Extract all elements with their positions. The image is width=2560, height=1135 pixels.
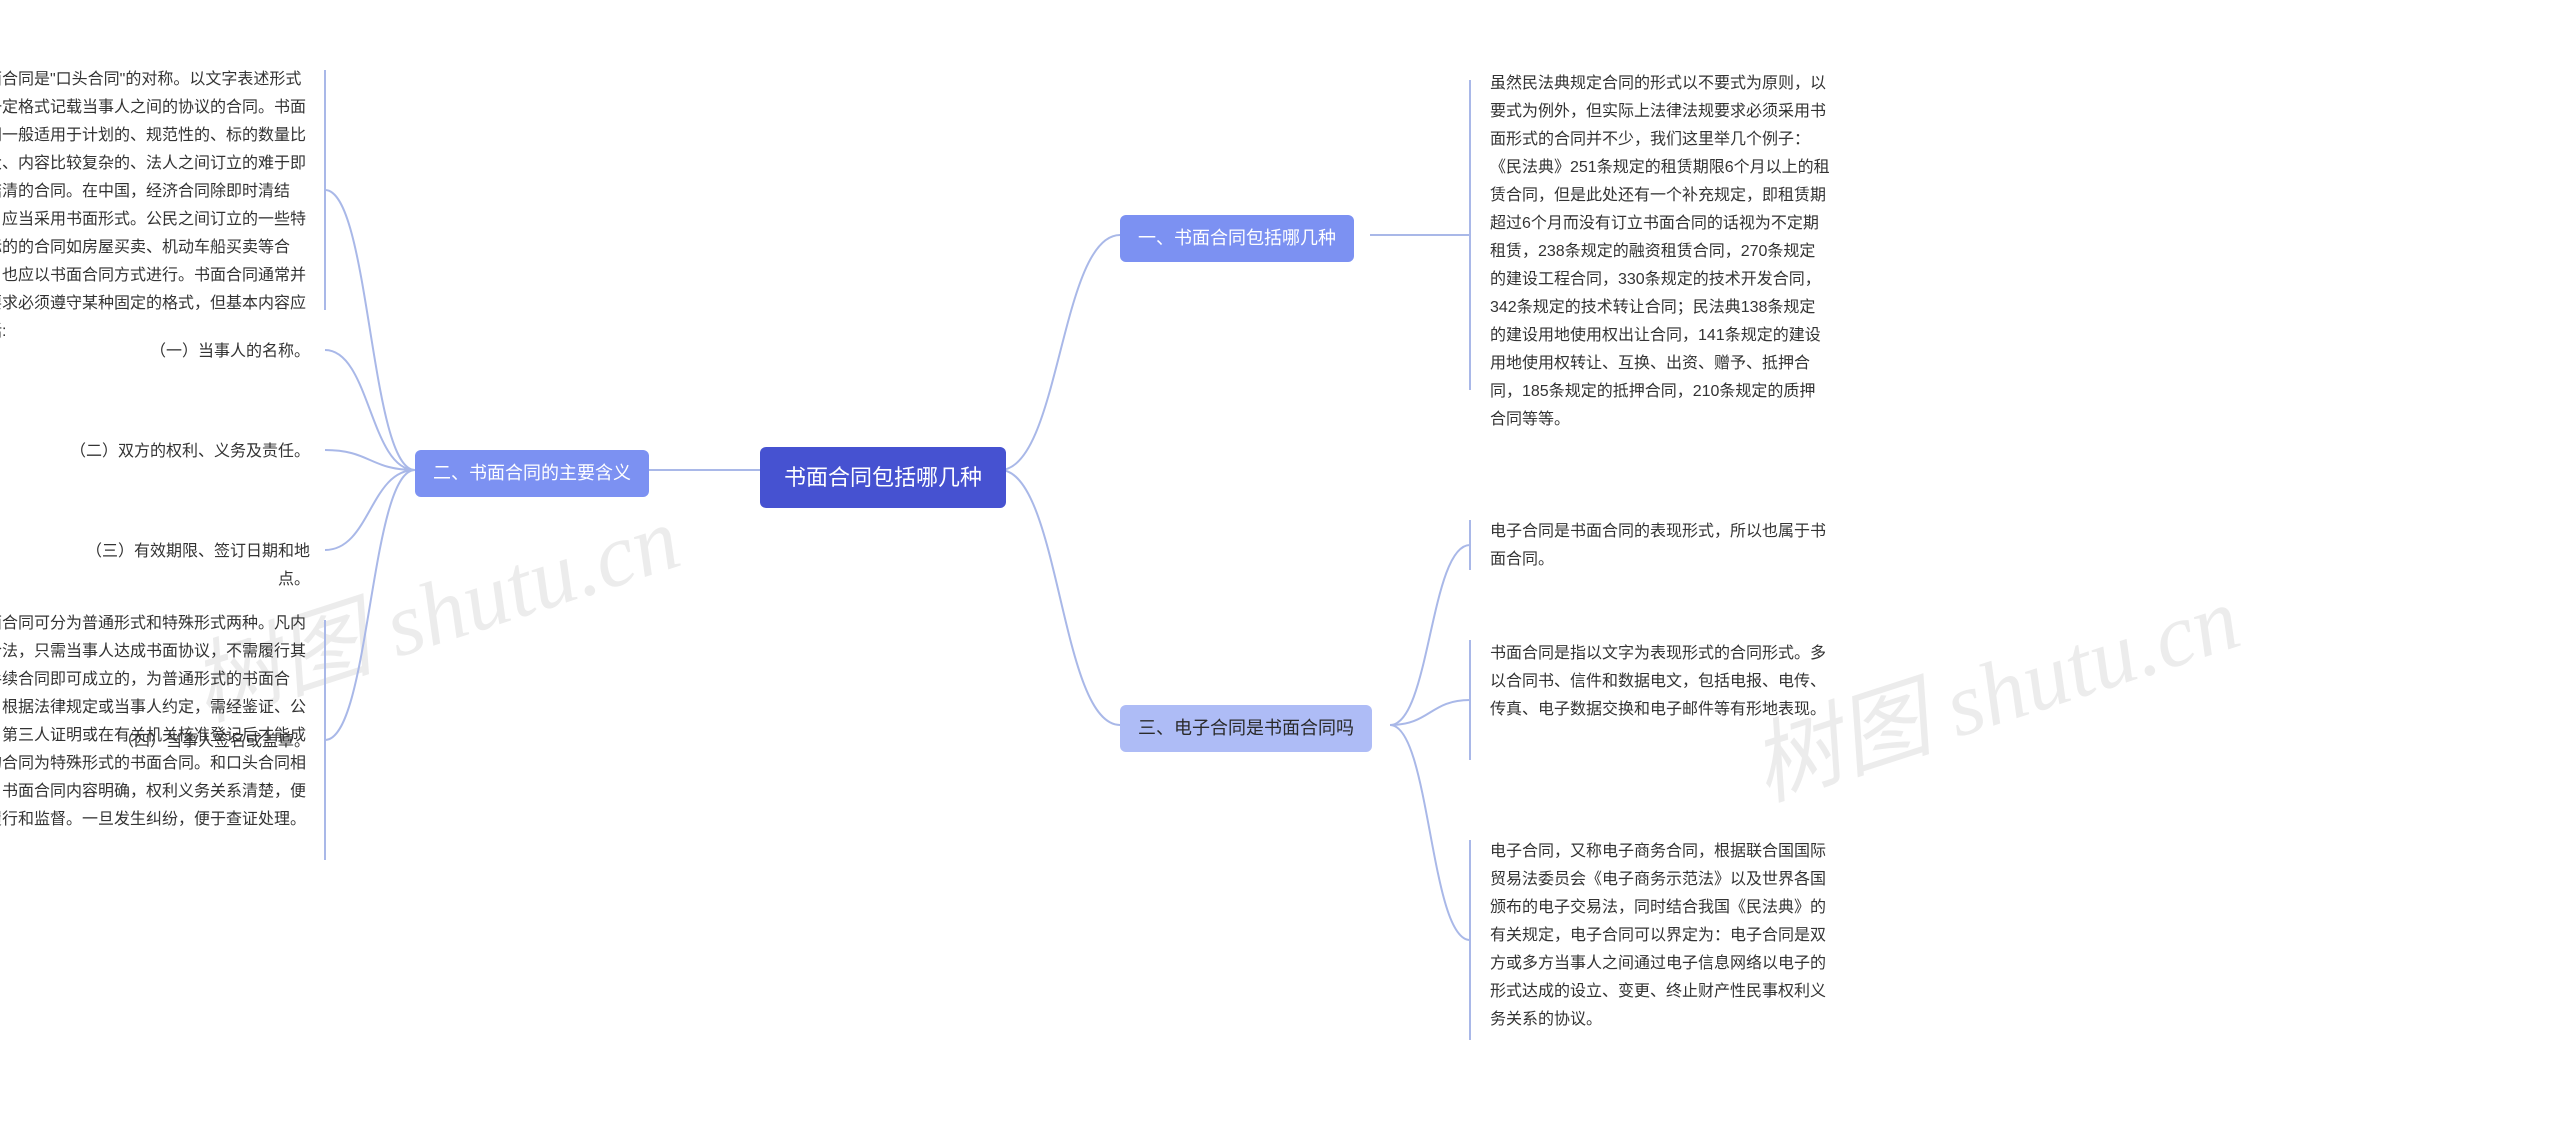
branch-1-leaf: 虽然民法典规定合同的形式以不要式为原则，以要式为例外，但实际上法律法规要求必须采… xyxy=(1490,70,1830,434)
branch-3-leaf-1: 电子合同是书面合同的表现形式，所以也属于书面合同。 xyxy=(1490,518,1830,574)
branch-3-node[interactable]: 三、电子合同是书面合同吗 xyxy=(1120,705,1372,752)
branch-2-node[interactable]: 二、书面合同的主要含义 xyxy=(415,450,649,497)
branch-3-label: 三、电子合同是书面合同吗 xyxy=(1138,718,1354,738)
mindmap-links xyxy=(0,0,2560,1135)
branch-1-label: 一、书面合同包括哪几种 xyxy=(1138,228,1336,248)
branch-2-label: 二、书面合同的主要含义 xyxy=(433,463,631,483)
branch-1-node[interactable]: 一、书面合同包括哪几种 xyxy=(1120,215,1354,262)
branch-2-tail: 书面合同可分为普通形式和特殊形式两种。凡内容合法，只需当事人达成书面协议，不需履… xyxy=(0,610,310,834)
branch-3-leaf-2: 书面合同是指以文字为表现形式的合同形式。多以合同书、信件和数据电文，包括电报、电… xyxy=(1490,640,1830,724)
branch-2-item-1: （一）当事人的名称。 xyxy=(130,338,310,366)
branch-2-item-3: （三）有效期限、签订日期和地点。 xyxy=(60,538,310,594)
branch-2-item-2: （二）双方的权利、义务及责任。 xyxy=(70,438,310,466)
branch-3-leaf-3: 电子合同，又称电子商务合同，根据联合国国际贸易法委员会《电子商务示范法》以及世界… xyxy=(1490,838,1830,1034)
root-node[interactable]: 书面合同包括哪几种 xyxy=(760,447,1006,508)
root-label: 书面合同包括哪几种 xyxy=(784,465,982,490)
branch-2-intro: 书面合同是"口头合同"的对称。以文字表述形式按一定格式记载当事人之间的协议的合同… xyxy=(0,66,310,346)
